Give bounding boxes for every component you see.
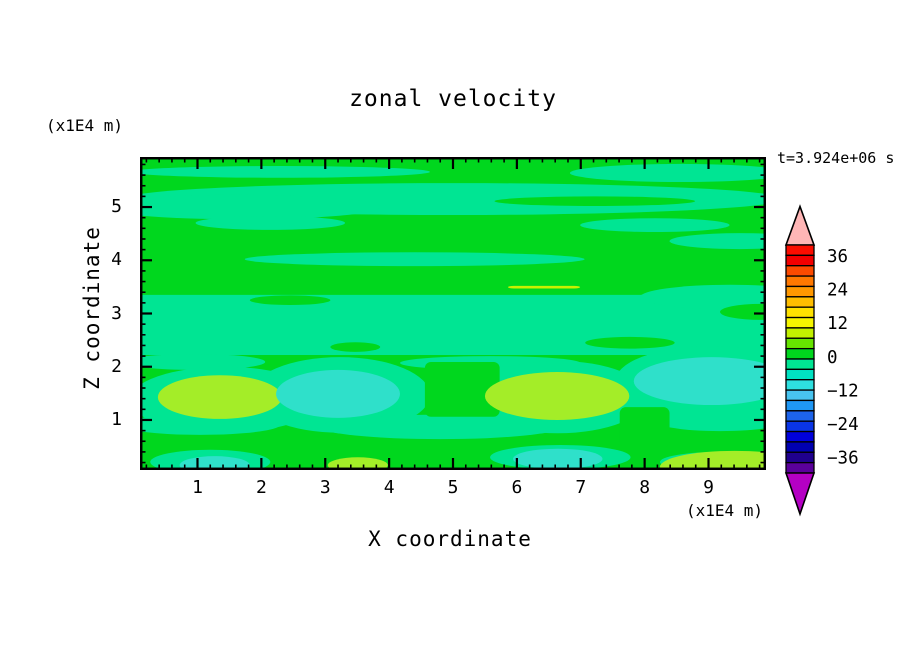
contour-region-green <box>424 361 500 417</box>
colorbar-segment <box>785 275 815 288</box>
colorbar: 36 24 12 0 −12 −24 −36 <box>784 204 859 517</box>
colorbar-segment <box>785 306 815 319</box>
colorbar-segment <box>785 285 815 298</box>
y-tick-label: 1 <box>111 408 122 430</box>
colorbar-label: −12 <box>827 381 859 401</box>
x-axis-title: X coordinate <box>368 527 532 551</box>
colorbar-label: 0 <box>827 348 838 368</box>
y-axis-unit: (x1E4 m) <box>46 116 124 135</box>
colorbar-segment <box>785 389 815 402</box>
contour-region-spring <box>140 166 430 178</box>
colorbar-segment <box>785 420 815 433</box>
colorbar-segment <box>785 461 815 474</box>
contour-plot <box>140 157 766 470</box>
colorbar-segment <box>785 337 815 350</box>
contour-region-green <box>619 407 670 448</box>
colorbar-label: −24 <box>827 415 859 435</box>
contour-region-spring <box>140 414 280 435</box>
colorbar-label: 36 <box>827 247 848 267</box>
contour-region-spring <box>320 414 561 440</box>
contour-region-spring <box>669 233 766 250</box>
y-tick-label: 2 <box>111 355 122 377</box>
x-tick-label: 8 <box>639 477 651 498</box>
colorbar-segment <box>785 265 815 277</box>
colorbar-segment <box>785 358 815 371</box>
colorbar-segment <box>785 296 815 308</box>
chart-title: zonal velocity <box>349 86 557 112</box>
colorbar-segment <box>785 379 815 391</box>
contour-region-green <box>494 196 696 206</box>
colorbar-lower-arrow <box>784 472 816 517</box>
y-tick-label: 5 <box>111 196 122 218</box>
contour-region-spring <box>140 353 266 370</box>
contour-field <box>140 157 766 470</box>
contour-region-chartreuse <box>659 450 766 470</box>
colorbar-label: 12 <box>827 314 848 334</box>
y-tick-label: 4 <box>111 249 122 271</box>
x-tick-label: 1 <box>192 477 203 498</box>
contour-region-spring <box>244 252 585 267</box>
contour-region-spring <box>640 284 766 310</box>
contour-region-cyan <box>276 369 400 418</box>
contour-region-green <box>585 336 675 349</box>
x-tick-label: 3 <box>319 477 331 498</box>
contour-region-yellow <box>507 285 581 289</box>
y-tick-label: 3 <box>111 302 122 324</box>
colorbar-segment <box>785 368 815 381</box>
x-tick-label: 2 <box>255 477 267 498</box>
colorbar-segment <box>785 327 815 339</box>
colorbar-upper-arrow <box>784 204 816 246</box>
contour-region-spring <box>580 218 730 233</box>
time-label: t=3.924e+06 s <box>777 149 895 167</box>
plot-frame <box>140 157 766 470</box>
colorbar-label: −36 <box>827 449 859 469</box>
contour-region-spring <box>140 194 381 220</box>
colorbar-segment <box>785 430 815 443</box>
colorbar-segment <box>785 399 815 412</box>
colorbar-segment <box>785 441 815 453</box>
colorbar-segment <box>785 254 815 267</box>
contour-region-cyan <box>513 448 603 469</box>
x-tick-label: 6 <box>511 477 523 498</box>
contour-region-spring <box>649 406 766 432</box>
colorbar-segment <box>785 347 815 360</box>
contour-region-spring <box>195 216 346 230</box>
contour-region-green <box>249 295 331 305</box>
colorbar-segment <box>785 244 815 257</box>
contour-region-cyan <box>633 357 766 406</box>
colorbar-label: 24 <box>827 281 848 301</box>
contour-region-chartreuse <box>157 375 282 419</box>
colorbar-segment <box>785 451 815 464</box>
x-tick-label: 4 <box>383 477 395 498</box>
contour-region-chartreuse <box>327 457 388 470</box>
contour-region-spring <box>569 163 766 183</box>
contour-region-green <box>720 303 766 320</box>
x-tick-label: 5 <box>447 477 459 498</box>
contour-region-green <box>330 342 381 352</box>
x-tick-label: 7 <box>575 477 587 498</box>
contour-region-chartreuse <box>484 372 630 420</box>
x-axis-unit: (x1E4 m) <box>686 501 764 520</box>
colorbar-segment <box>785 316 815 329</box>
x-tick-label: 9 <box>703 477 714 498</box>
colorbar-segment <box>785 410 815 422</box>
